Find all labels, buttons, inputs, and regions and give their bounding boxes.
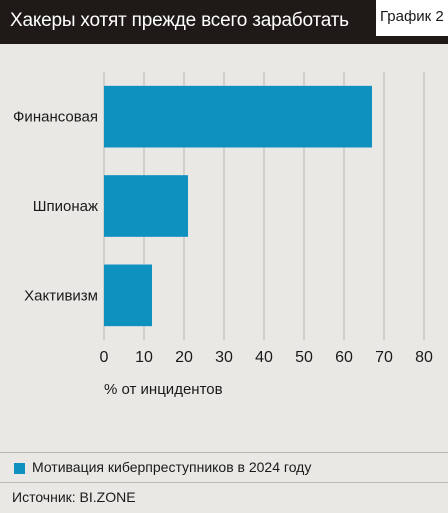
x-tick-label: 60 xyxy=(335,349,353,366)
bar xyxy=(104,85,372,148)
x-tick-label: 30 xyxy=(215,349,233,366)
legend: Мотивация киберпреступников в 2024 году xyxy=(0,452,448,483)
x-tick-label: 40 xyxy=(255,349,273,366)
source-label: Источник: BI.ZONE xyxy=(12,489,136,505)
bar-chart: Финансовая Шпионаж Хактивизм 0 10 20 30 40 50 60 7… xyxy=(13,72,433,398)
chart-header: Хакеры хотят прежде всего заработать Гра… xyxy=(0,0,448,44)
x-tick-label: 70 xyxy=(375,349,393,366)
bar xyxy=(104,264,152,327)
x-tick-label: 10 xyxy=(135,349,153,366)
category-label: Шпионаж xyxy=(33,198,98,215)
legend-label: Мотивация киберпреступников в 2024 году xyxy=(32,459,312,475)
category-label: Хактивизм xyxy=(24,287,98,304)
chart-title: Хакеры хотят прежде всего заработать xyxy=(10,10,349,31)
category-label: Финансовая xyxy=(13,109,98,126)
x-axis-label: % от инцидентов xyxy=(104,381,223,398)
x-tick-label: 20 xyxy=(175,349,193,366)
legend-swatch xyxy=(14,463,25,474)
chart-number-badge: График 2 xyxy=(376,0,448,36)
source-note: Источник: BI.ZONE xyxy=(0,482,448,513)
x-tick-label: 80 xyxy=(415,349,433,366)
bar xyxy=(104,175,188,237)
chart-number-label: График 2 xyxy=(380,8,444,25)
x-tick-label: 50 xyxy=(295,349,313,366)
x-tick-label: 0 xyxy=(100,349,109,366)
